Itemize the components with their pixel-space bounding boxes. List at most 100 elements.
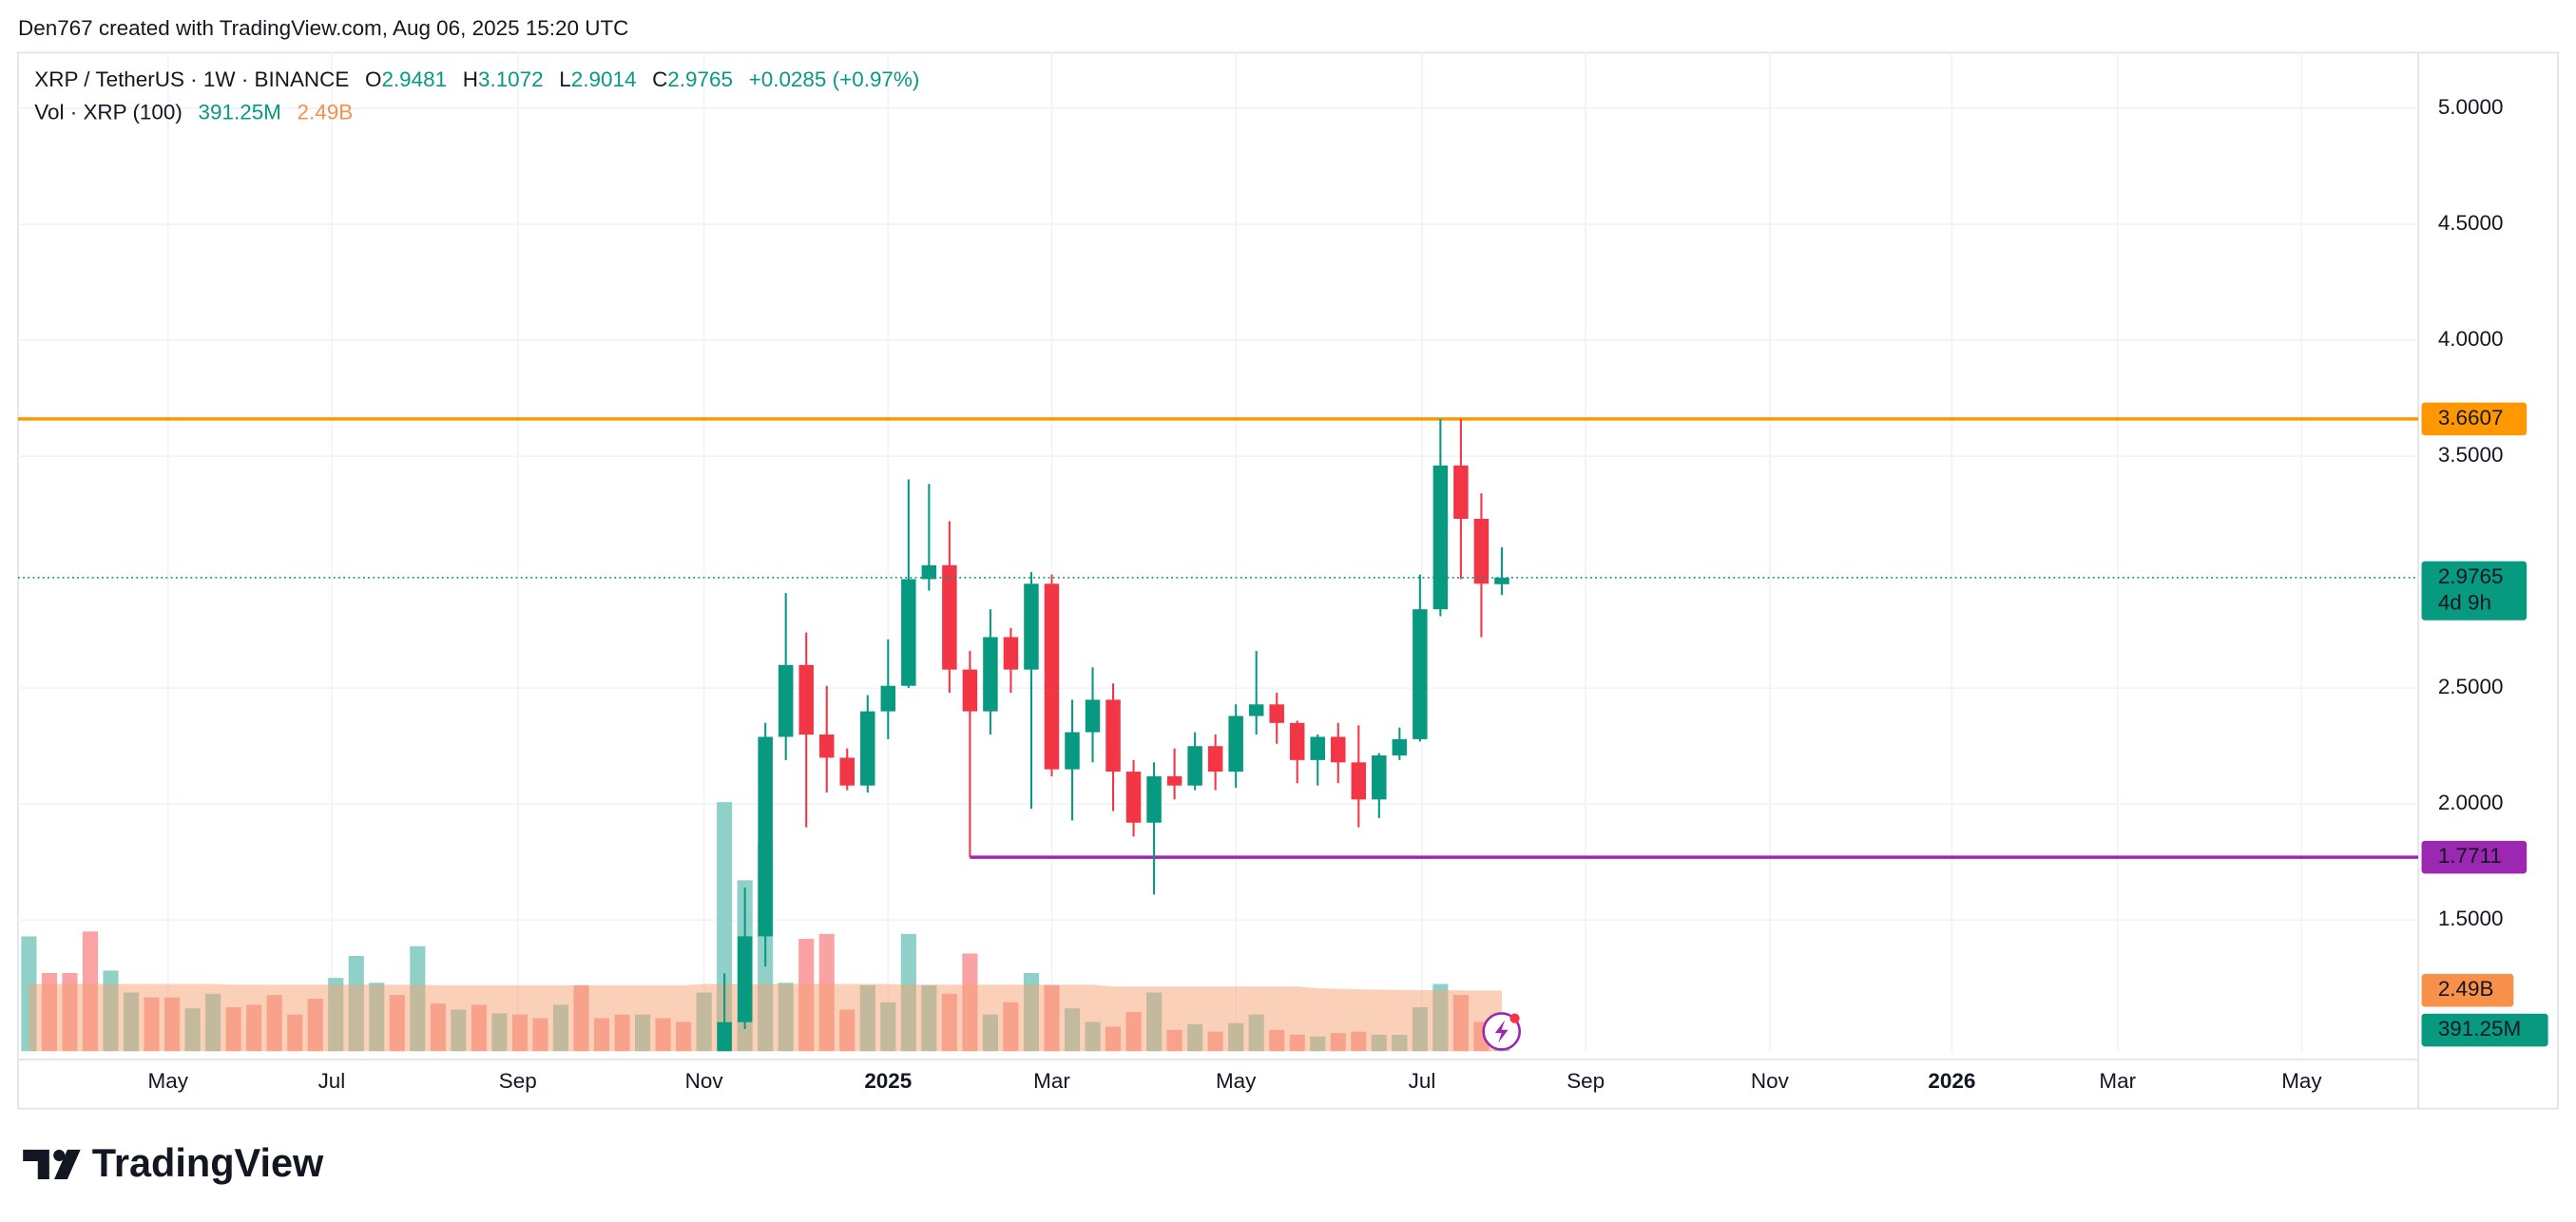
- candle-body: [798, 664, 814, 735]
- x-tick-label: 2025: [864, 1069, 912, 1093]
- x-tick-label: Mar: [2099, 1069, 2136, 1093]
- candle-body: [1473, 518, 1490, 584]
- credit: Den767 created with TradingView.com, Aug…: [18, 16, 628, 40]
- last-price-label: 4d 9h: [2438, 590, 2491, 614]
- ohlc-key: L: [559, 67, 571, 91]
- candle-body: [1125, 772, 1142, 823]
- ohlc-value: 2.9014: [571, 67, 637, 91]
- last-price-label-box: [2421, 561, 2528, 621]
- y-tick-label: 4.0000: [2438, 327, 2504, 351]
- ohlc-value: 2.9481: [381, 67, 447, 91]
- candle-body: [921, 564, 937, 580]
- ohlc-key: O: [365, 67, 381, 91]
- candle-body: [880, 685, 896, 712]
- candle-body: [1392, 738, 1408, 755]
- price-label: 1.7711: [2438, 844, 2502, 868]
- candle-body: [1248, 704, 1264, 716]
- candle-body: [1105, 699, 1121, 773]
- icon-bolt: [1494, 1020, 1509, 1043]
- volume-pane: [21, 802, 1510, 1052]
- candle-body: [1146, 775, 1162, 823]
- symbol: XRP / TetherUS · 1W · BINANCE: [34, 67, 349, 91]
- x-tick-label: May: [148, 1069, 189, 1093]
- candle-body: [818, 735, 835, 758]
- candle-body: [942, 564, 957, 670]
- candle-body: [1044, 583, 1060, 770]
- volume-label-box: [2421, 1013, 2548, 1047]
- grid: [18, 52, 2419, 1052]
- candle-body: [1413, 609, 1428, 739]
- y-tick-label: 4.5000: [2438, 211, 2504, 235]
- icon-dot: [1509, 1013, 1520, 1023]
- candle-body: [1166, 775, 1182, 786]
- candle-body: [758, 736, 773, 937]
- frame: [17, 51, 2559, 1110]
- candle-body: [1269, 704, 1284, 723]
- candle-body: [1065, 732, 1080, 770]
- candle-body: [962, 669, 978, 712]
- volume-ma-label-box: [2421, 973, 2514, 1007]
- y-tick-label: 2.0000: [2438, 791, 2504, 814]
- x-tick-label: May: [1216, 1069, 1257, 1093]
- x-tick-label: Nov: [685, 1069, 724, 1093]
- x-tick-label: Sep: [499, 1069, 537, 1093]
- candle-body: [1085, 699, 1101, 733]
- logo-mark: [53, 1149, 66, 1161]
- y-tick-label: 3.5000: [2438, 443, 2504, 467]
- ohlc-key: C: [652, 67, 667, 91]
- candle-body: [1024, 583, 1039, 670]
- volume-value: 391.25M: [199, 100, 281, 124]
- y-tick-label: 1.5000: [2438, 907, 2504, 930]
- x-tick-label: Mar: [1033, 1069, 1070, 1093]
- axes: 1.5000 2.0000 2.5000 3.5000 4.0000 4.5000 5.00…: [148, 95, 2548, 1093]
- candle-body: [983, 637, 998, 712]
- candle-body: [1289, 722, 1305, 760]
- candle-body: [839, 757, 855, 786]
- logo: TradingView: [23, 1140, 324, 1185]
- candle-body: [1494, 577, 1509, 584]
- logo-mark: [54, 1149, 81, 1179]
- candle-body: [1432, 465, 1449, 610]
- legend-volume: Vol · XRP (100) 391.25M 2.49B: [34, 100, 353, 124]
- y-tick-label: 5.0000: [2438, 95, 2504, 119]
- candle-body: [778, 664, 794, 737]
- volume-title: Vol · XRP (100): [34, 100, 183, 124]
- candle-body: [1351, 762, 1367, 800]
- logo-text: TradingView: [92, 1140, 324, 1185]
- ohlc-value: 2.9765: [667, 67, 733, 91]
- ohlc-key: H: [463, 67, 478, 91]
- volume-ma-value: 2.49B: [298, 100, 354, 124]
- last-price-label: 2.9765: [2438, 564, 2504, 588]
- price-label: 3.6607: [2438, 406, 2504, 430]
- legend-price: XRP / TetherUS · 1W · BINANCE O2.9481 H3…: [34, 67, 919, 91]
- volume-ma-label: 2.49B: [2438, 977, 2494, 1001]
- candle-body: [1310, 736, 1325, 760]
- candle-body: [1372, 754, 1387, 800]
- candle-body: [860, 711, 875, 786]
- price-label-box: [2421, 840, 2528, 874]
- price-pane: [18, 417, 2419, 1052]
- volume-ma-area: [29, 983, 1502, 1052]
- candle-body: [1331, 736, 1346, 763]
- candle-body: [1003, 637, 1019, 670]
- x-tick-label: 2026: [1928, 1069, 1975, 1093]
- y-tick-label: 2.5000: [2438, 675, 2504, 698]
- candle-body: [1453, 465, 1469, 519]
- candle-body: [737, 936, 753, 1022]
- logo-mark: [23, 1149, 49, 1179]
- x-tick-label: Jul: [1409, 1069, 1436, 1093]
- x-tick-label: Sep: [1567, 1069, 1605, 1093]
- x-tick-label: Nov: [1751, 1069, 1790, 1093]
- candle-body: [717, 1022, 732, 1052]
- candle-body: [901, 579, 916, 686]
- candle-body: [1228, 716, 1243, 773]
- ohlc-value: 3.1072: [478, 67, 544, 91]
- volume-label: 391.25M: [2438, 1017, 2521, 1041]
- candle-body: [1187, 746, 1202, 786]
- price-label-box: [2421, 402, 2528, 436]
- candle-body: [1207, 746, 1223, 773]
- change: +0.0285 (+0.97%): [749, 67, 920, 91]
- x-tick-label: Jul: [318, 1069, 346, 1093]
